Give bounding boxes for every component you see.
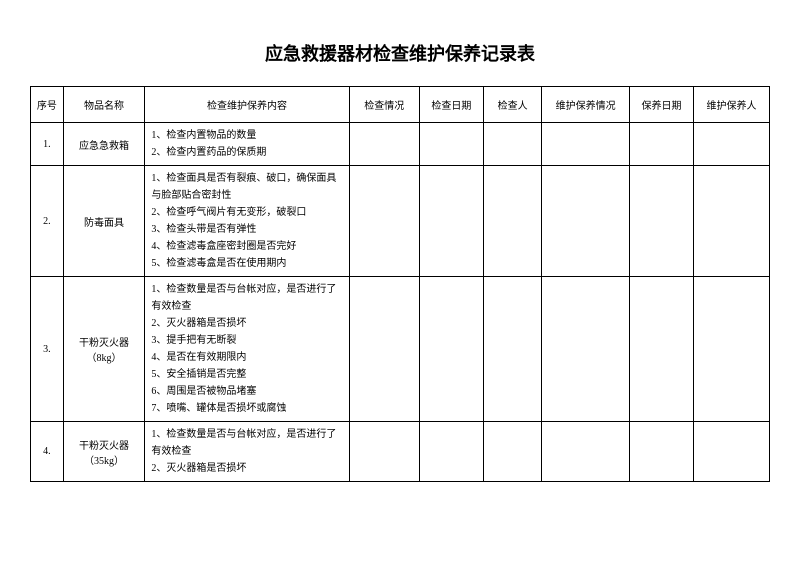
cell-name: 应急急救箱 bbox=[63, 123, 145, 166]
header-maint-person: 维护保养人 bbox=[694, 87, 770, 123]
cell-seq: 2. bbox=[31, 166, 64, 277]
cell-check-status bbox=[349, 422, 419, 482]
cell-maint-status bbox=[542, 277, 630, 422]
cell-seq: 4. bbox=[31, 422, 64, 482]
cell-check-date bbox=[419, 166, 483, 277]
cell-check-status bbox=[349, 277, 419, 422]
cell-checker bbox=[483, 422, 541, 482]
header-seq: 序号 bbox=[31, 87, 64, 123]
cell-maint-person bbox=[694, 277, 770, 422]
cell-checker bbox=[483, 123, 541, 166]
cell-checker bbox=[483, 166, 541, 277]
cell-maint-date bbox=[629, 166, 693, 277]
cell-seq: 3. bbox=[31, 277, 64, 422]
table-row: 2. 防毒面具 1、检查面具是否有裂痕、破口，确保面具与脸部贴合密封性2、检查呼… bbox=[31, 166, 770, 277]
cell-maint-date bbox=[629, 422, 693, 482]
cell-checker bbox=[483, 277, 541, 422]
cell-check-date bbox=[419, 422, 483, 482]
cell-name: 防毒面具 bbox=[63, 166, 145, 277]
header-name: 物品名称 bbox=[63, 87, 145, 123]
cell-name: 干粉灭火器（8kg） bbox=[63, 277, 145, 422]
table-body: 1. 应急急救箱 1、检查内置物品的数量2、检查内置药品的保质期 2. 防毒面具… bbox=[31, 123, 770, 482]
table-row: 4. 干粉灭火器（35kg） 1、检查数量是否与台帐对应，是否进行了有效检查2、… bbox=[31, 422, 770, 482]
cell-name: 干粉灭火器（35kg） bbox=[63, 422, 145, 482]
cell-check-date bbox=[419, 277, 483, 422]
cell-maint-person bbox=[694, 123, 770, 166]
table-row: 3. 干粉灭火器（8kg） 1、检查数量是否与台帐对应，是否进行了有效检查2、灭… bbox=[31, 277, 770, 422]
header-content: 检查维护保养内容 bbox=[145, 87, 349, 123]
cell-maint-status bbox=[542, 166, 630, 277]
cell-check-status bbox=[349, 166, 419, 277]
cell-content: 1、检查面具是否有裂痕、破口，确保面具与脸部贴合密封性2、检查呼气阀片有无变形，… bbox=[145, 166, 349, 277]
cell-content: 1、检查数量是否与台帐对应，是否进行了有效检查2、灭火器箱是否损坏3、提手把有无… bbox=[145, 277, 349, 422]
maintenance-table: 序号 物品名称 检查维护保养内容 检查情况 检查日期 检查人 维护保养情况 保养… bbox=[30, 86, 770, 482]
header-checker: 检查人 bbox=[483, 87, 541, 123]
header-check-status: 检查情况 bbox=[349, 87, 419, 123]
table-row: 1. 应急急救箱 1、检查内置物品的数量2、检查内置药品的保质期 bbox=[31, 123, 770, 166]
cell-content: 1、检查数量是否与台帐对应，是否进行了有效检查2、灭火器箱是否损坏 bbox=[145, 422, 349, 482]
header-check-date: 检查日期 bbox=[419, 87, 483, 123]
cell-maint-person bbox=[694, 422, 770, 482]
table-header-row: 序号 物品名称 检查维护保养内容 检查情况 检查日期 检查人 维护保养情况 保养… bbox=[31, 87, 770, 123]
cell-maint-date bbox=[629, 277, 693, 422]
header-maint-date: 保养日期 bbox=[629, 87, 693, 123]
cell-maint-date bbox=[629, 123, 693, 166]
cell-maint-status bbox=[542, 123, 630, 166]
cell-maint-status bbox=[542, 422, 630, 482]
cell-seq: 1. bbox=[31, 123, 64, 166]
cell-maint-person bbox=[694, 166, 770, 277]
header-maint-status: 维护保养情况 bbox=[542, 87, 630, 123]
cell-content: 1、检查内置物品的数量2、检查内置药品的保质期 bbox=[145, 123, 349, 166]
cell-check-date bbox=[419, 123, 483, 166]
cell-check-status bbox=[349, 123, 419, 166]
page-title: 应急救援器材检查维护保养记录表 bbox=[30, 40, 770, 66]
